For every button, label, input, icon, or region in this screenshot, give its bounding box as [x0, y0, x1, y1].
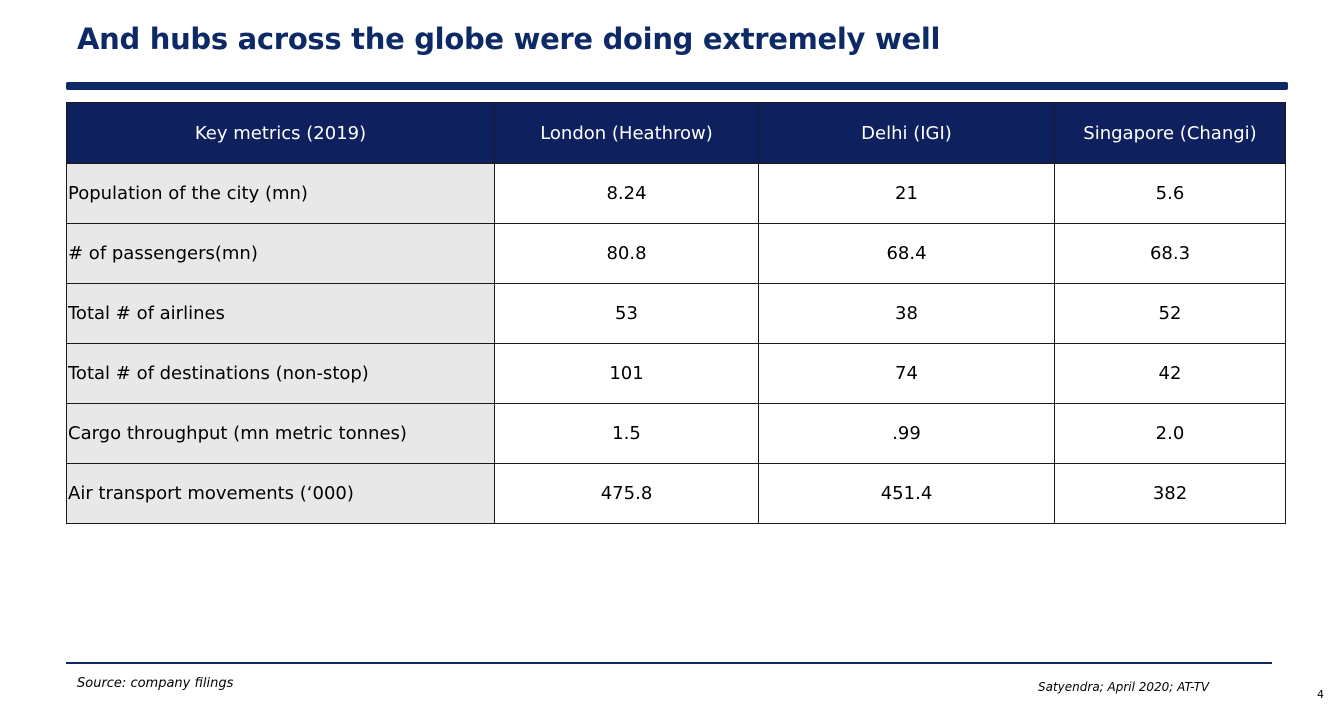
table-row: Cargo throughput (mn metric tonnes) 1.5 … — [66, 403, 1286, 464]
cell-delhi: .99 — [758, 403, 1055, 464]
author-credit: Satyendra; April 2020; AT-TV — [1038, 680, 1210, 694]
cell-delhi: 38 — [758, 283, 1055, 344]
cell-singapore: 382 — [1054, 463, 1286, 524]
header-london: London (Heathrow) — [494, 102, 759, 164]
table-row: Population of the city (mn) 8.24 21 5.6 — [66, 163, 1286, 224]
cell-delhi: 21 — [758, 163, 1055, 224]
metrics-table: Key metrics (2019) London (Heathrow) Del… — [66, 102, 1286, 524]
row-label: Total # of destinations (non-stop) — [66, 343, 495, 404]
header-singapore: Singapore (Changi) — [1054, 102, 1286, 164]
cell-london: 8.24 — [494, 163, 759, 224]
header-delhi: Delhi (IGI) — [758, 102, 1055, 164]
cell-london: 101 — [494, 343, 759, 404]
cell-london: 1.5 — [494, 403, 759, 464]
cell-singapore: 5.6 — [1054, 163, 1286, 224]
table-row: Total # of airlines 53 38 52 — [66, 283, 1286, 344]
cell-london: 80.8 — [494, 223, 759, 284]
cell-singapore: 42 — [1054, 343, 1286, 404]
cell-delhi: 68.4 — [758, 223, 1055, 284]
cell-singapore: 68.3 — [1054, 223, 1286, 284]
table-row: # of passengers(mn) 80.8 68.4 68.3 — [66, 223, 1286, 284]
title-divider — [66, 82, 1288, 90]
row-label: Total # of airlines — [66, 283, 495, 344]
row-label: Air transport movements (‘000) — [66, 463, 495, 524]
table-row: Total # of destinations (non-stop) 101 7… — [66, 343, 1286, 404]
table-row: Air transport movements (‘000) 475.8 451… — [66, 463, 1286, 524]
cell-singapore: 2.0 — [1054, 403, 1286, 464]
row-label: Cargo throughput (mn metric tonnes) — [66, 403, 495, 464]
row-label: # of passengers(mn) — [66, 223, 495, 284]
cell-singapore: 52 — [1054, 283, 1286, 344]
header-key-metrics: Key metrics (2019) — [66, 102, 495, 164]
page-number: 4 — [1317, 688, 1324, 701]
table-header-row: Key metrics (2019) London (Heathrow) Del… — [66, 102, 1286, 164]
cell-delhi: 74 — [758, 343, 1055, 404]
row-label: Population of the city (mn) — [66, 163, 495, 224]
cell-delhi: 451.4 — [758, 463, 1055, 524]
cell-london: 475.8 — [494, 463, 759, 524]
cell-london: 53 — [494, 283, 759, 344]
slide-title: And hubs across the globe were doing ext… — [77, 22, 941, 56]
footer-divider — [66, 662, 1272, 664]
source-note: Source: company filings — [77, 676, 234, 691]
